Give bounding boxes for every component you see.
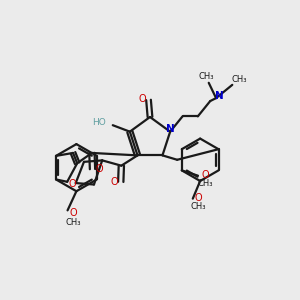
Text: CH₃: CH₃ xyxy=(199,72,214,81)
Text: HO: HO xyxy=(92,118,106,127)
Text: N: N xyxy=(215,91,224,101)
Text: CH₃: CH₃ xyxy=(190,202,206,211)
Text: O: O xyxy=(110,177,118,187)
Text: CH₃: CH₃ xyxy=(198,179,213,188)
Text: N: N xyxy=(166,124,175,134)
Text: O: O xyxy=(69,208,77,218)
Text: O: O xyxy=(138,94,146,104)
Text: CH₃: CH₃ xyxy=(65,218,81,227)
Text: O: O xyxy=(194,193,202,203)
Text: O: O xyxy=(69,179,76,189)
Text: O: O xyxy=(202,169,209,179)
Text: CH₃: CH₃ xyxy=(231,75,247,84)
Text: O: O xyxy=(95,164,103,174)
